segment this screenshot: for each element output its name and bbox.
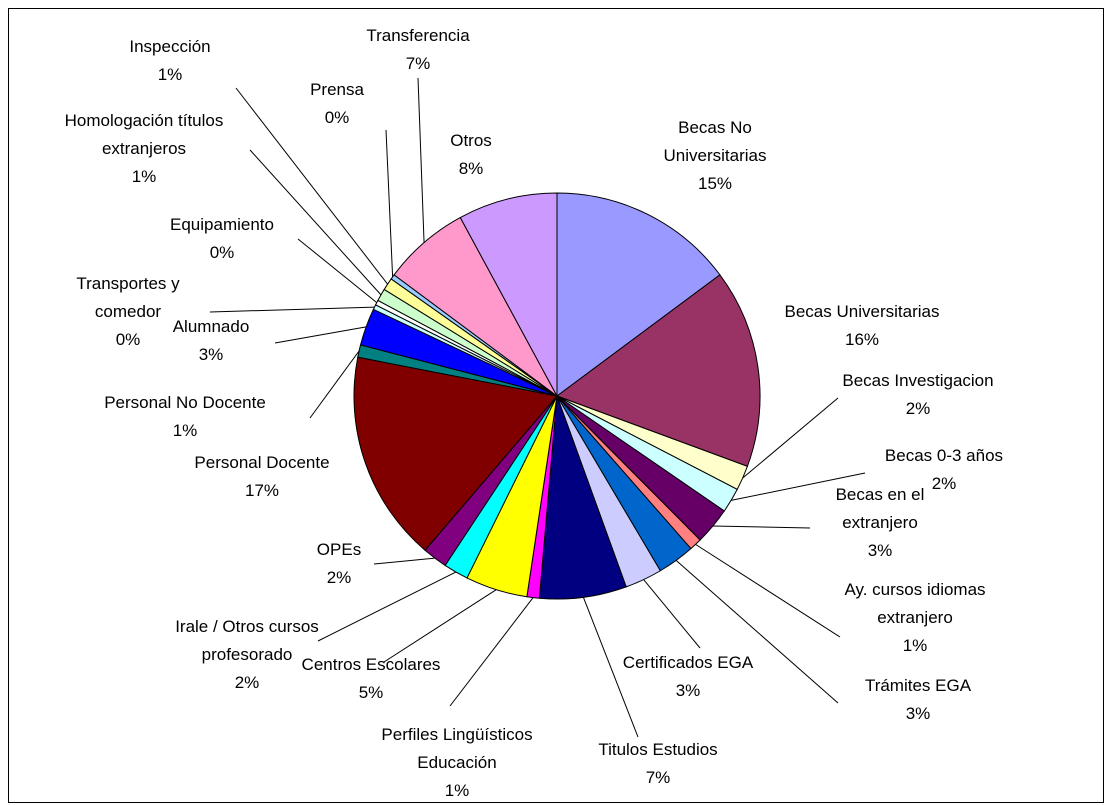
leader-line bbox=[712, 525, 811, 529]
slice-percent: 2% bbox=[905, 399, 931, 418]
slice-label: OPEs 2% bbox=[289, 536, 389, 592]
slice-label: Perfiles Lingüísticos Educación 1% bbox=[352, 721, 562, 805]
slice-name: Centros Escolares bbox=[301, 655, 441, 674]
slice-percent: 2% bbox=[234, 673, 260, 692]
leader-line bbox=[309, 350, 360, 419]
slice-percent: 1% bbox=[172, 421, 198, 440]
slice-percent: 8% bbox=[458, 159, 484, 178]
slice-label: Personal Docente 17% bbox=[162, 449, 362, 505]
slice-percent: 1% bbox=[131, 167, 157, 186]
slice-label: Irale / Otros cursos profesorado 2% bbox=[147, 613, 347, 697]
slice-name: OPEs bbox=[316, 540, 362, 559]
slice-name: Transferencia bbox=[366, 26, 470, 45]
slice-name: Inspección bbox=[129, 37, 211, 56]
slice-name: Prensa bbox=[310, 80, 364, 99]
pie-slice bbox=[555, 274, 761, 467]
slice-percent: 7% bbox=[405, 54, 431, 73]
leader-line bbox=[274, 326, 367, 344]
slice-percent: 5% bbox=[358, 683, 384, 702]
slice-percent: 16% bbox=[844, 330, 880, 349]
pie-slice bbox=[556, 192, 721, 397]
slice-label: Becas en el extranjero 3% bbox=[825, 481, 935, 565]
slice-name: Becas Universitarias bbox=[784, 302, 940, 321]
leader-line bbox=[695, 543, 841, 638]
slice-label: Becas No Universitarias 15% bbox=[640, 114, 790, 198]
slice-percent: 3% bbox=[867, 541, 893, 560]
slice-label: Inspección 1% bbox=[105, 33, 235, 89]
leader-line bbox=[417, 77, 425, 243]
slice-name: Otros bbox=[450, 131, 492, 150]
slice-name: Personal Docente bbox=[194, 453, 330, 472]
slice-percent: 0% bbox=[115, 330, 141, 349]
slice-name: Perfiles Lingüísticos Educación bbox=[381, 725, 533, 772]
slice-name: Becas 0-3 años bbox=[884, 446, 1004, 465]
slice-percent: 2% bbox=[326, 568, 352, 587]
slice-percent: 1% bbox=[157, 65, 183, 84]
leader-line bbox=[249, 149, 382, 296]
slice-label: Becas 0-3 años 2% bbox=[844, 442, 1044, 498]
leader-line bbox=[730, 472, 866, 501]
slice-name: Becas Investigacion bbox=[842, 371, 994, 390]
leader-line bbox=[582, 597, 639, 738]
slice-name: Becas en el extranjero bbox=[835, 485, 925, 532]
leader-line bbox=[235, 87, 388, 285]
leader-line bbox=[675, 560, 839, 704]
slice-label: Alumnado 3% bbox=[151, 313, 271, 369]
chart-frame bbox=[8, 8, 1104, 803]
slice-label: Titulos Estudios 7% bbox=[568, 736, 748, 792]
leader-line bbox=[385, 129, 394, 277]
slice-name: Certificados EGA bbox=[622, 653, 754, 672]
slice-name: Homologación títulos extranjeros bbox=[64, 111, 224, 158]
slice-percent: 17% bbox=[244, 481, 280, 500]
slice-percent: 7% bbox=[645, 768, 671, 787]
slice-percent: 1% bbox=[902, 636, 928, 655]
slice-name: Equipamiento bbox=[170, 215, 274, 234]
slice-label: Transferencia 7% bbox=[338, 22, 498, 78]
leader-line bbox=[297, 238, 378, 303]
leader-line bbox=[383, 589, 497, 663]
slice-label: Equipamiento 0% bbox=[142, 211, 302, 267]
slice-percent: 3% bbox=[905, 704, 931, 723]
slice-label: Transportes y comedor 0% bbox=[63, 270, 193, 354]
slice-name: Becas No Universitarias bbox=[663, 118, 767, 165]
slice-percent: 2% bbox=[931, 474, 957, 493]
slice-label: Ay. cursos idiomas extranjero 1% bbox=[825, 576, 1005, 660]
leader-line bbox=[317, 571, 457, 642]
slice-name: Alumnado bbox=[172, 317, 250, 336]
pie-slice bbox=[459, 192, 558, 397]
slice-percent: 1% bbox=[444, 781, 470, 800]
slice-label: Becas Investigacion 2% bbox=[808, 367, 1028, 423]
slice-percent: 3% bbox=[198, 345, 224, 364]
leader-line bbox=[643, 579, 701, 649]
slice-percent: 0% bbox=[324, 108, 350, 127]
slice-label: Centros Escolares 5% bbox=[281, 651, 461, 707]
leader-line bbox=[449, 597, 534, 707]
slice-name: Personal No Docente bbox=[104, 393, 266, 412]
slice-name: Ay. cursos idiomas extranjero bbox=[844, 580, 986, 627]
leader-line bbox=[209, 306, 375, 313]
slice-label: Otros 8% bbox=[421, 127, 521, 183]
leader-line bbox=[742, 397, 839, 479]
slice-percent: 0% bbox=[209, 243, 235, 262]
pie-slice bbox=[353, 356, 558, 551]
slice-label: Certificados EGA 3% bbox=[598, 649, 778, 705]
slice-label: Becas Universitarias 16% bbox=[732, 298, 992, 354]
slice-percent: 3% bbox=[675, 681, 701, 700]
slice-label: Trámites EGA 3% bbox=[838, 672, 998, 728]
slice-percent: 15% bbox=[697, 174, 733, 193]
leader-line bbox=[373, 557, 435, 565]
slice-label: Homologación títulos extranjeros 1% bbox=[29, 107, 259, 191]
slice-name: Irale / Otros cursos profesorado bbox=[175, 617, 319, 664]
slice-label: Prensa 0% bbox=[287, 76, 387, 132]
slice-name: Trámites EGA bbox=[864, 676, 972, 695]
slice-name: Titulos Estudios bbox=[598, 740, 718, 759]
slice-name: Transportes y comedor bbox=[76, 274, 180, 321]
slice-label: Personal No Docente 1% bbox=[55, 389, 315, 445]
